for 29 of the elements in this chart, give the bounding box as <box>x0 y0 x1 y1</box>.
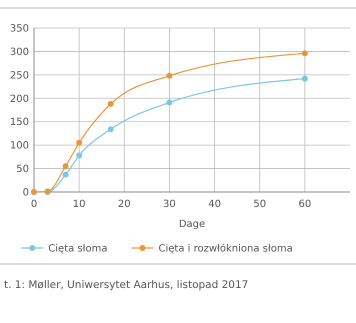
point <box>108 126 114 132</box>
x-axis-title: Dage <box>178 219 206 230</box>
y-tick-label: 0 <box>22 188 29 198</box>
point <box>108 100 114 107</box>
y-tick-label: 300 <box>10 46 29 58</box>
x-tick-label: 0 <box>30 199 38 210</box>
y-tick-label: 100 <box>10 140 29 152</box>
y-tick-label: 200 <box>10 94 29 105</box>
x-tick-label: 60 <box>298 199 312 210</box>
y-tick-label: 150 <box>10 117 29 128</box>
point <box>302 76 308 82</box>
point <box>166 100 172 106</box>
point <box>62 163 69 170</box>
x-tick-label: 10 <box>72 199 86 210</box>
x-tick-label: 40 <box>208 199 221 210</box>
point <box>62 172 69 178</box>
legend-label: Cięta i rozwłókniona słoma <box>158 244 293 254</box>
point <box>302 50 308 56</box>
point <box>76 152 82 158</box>
y-tick-label: 250 <box>10 70 29 82</box>
legend-label: Cięta słoma <box>48 244 108 254</box>
y-tick-label: 50 <box>16 164 29 176</box>
x-tick-label: 50 <box>253 199 266 210</box>
text: t. 1: Møller, Uniwersytet Aarhus, listopad 2017 <box>4 279 248 291</box>
y-tick-label: 350 <box>10 24 29 34</box>
x-tick-label: 30 <box>163 199 176 210</box>
point <box>76 140 82 146</box>
point <box>166 72 172 79</box>
x-tick-label: 20 <box>118 199 131 210</box>
